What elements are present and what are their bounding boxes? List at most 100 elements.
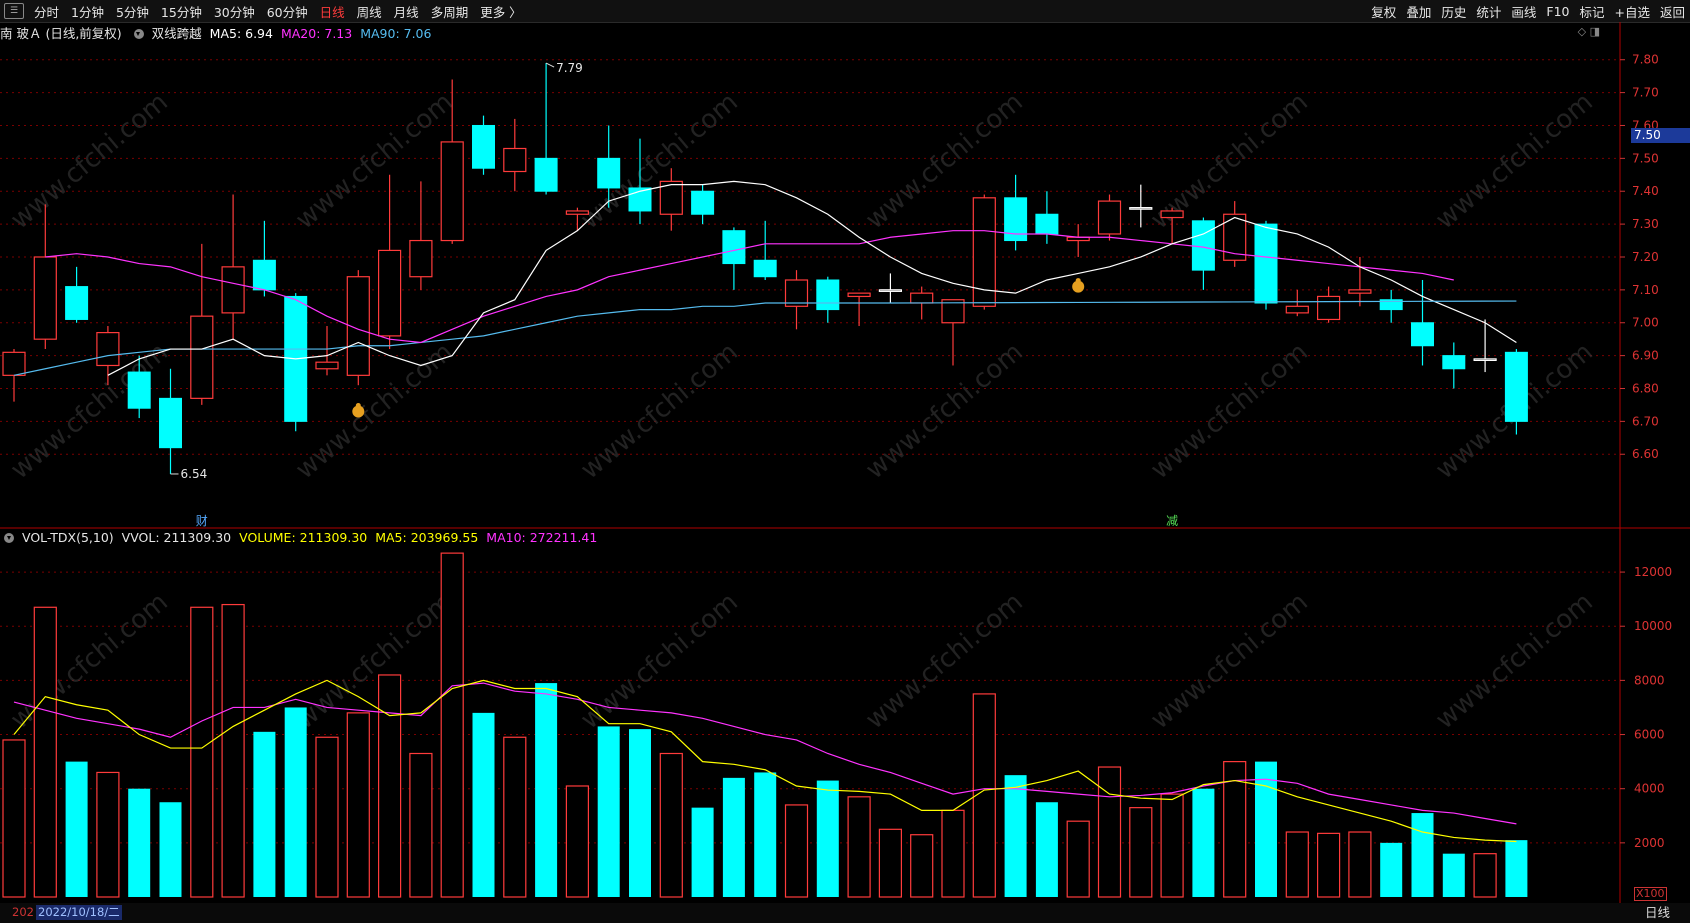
volume-bar <box>847 796 871 898</box>
candle <box>472 115 495 175</box>
vol-indicator-name[interactable]: VOL-TDX(5,10) <box>21 530 114 545</box>
candle-body <box>722 230 746 265</box>
volume-bar <box>33 606 57 898</box>
tool-button-6[interactable]: 标记 <box>1579 4 1605 20</box>
vol-ma5-value: MA5: 203969.55 <box>375 530 479 545</box>
volume-value: VOLUME: 211309.30 <box>239 530 368 545</box>
volume-info-line: VOL-TDX(5,10) VVOL: 211309.30 VOLUME: 21… <box>0 530 601 546</box>
volume-tick-label: 2000 <box>1634 836 1665 850</box>
high-marker-label: 7.79 <box>556 61 583 75</box>
candle <box>1504 349 1528 435</box>
menu-icon[interactable]: ☰ <box>4 3 24 19</box>
watermark-text: www.cfchi.com <box>5 87 174 235</box>
watermark-text: www.cfchi.com <box>1430 87 1599 235</box>
volume-bar <box>1192 788 1215 897</box>
dropdown-icon[interactable] <box>133 29 144 39</box>
candle <box>847 292 871 327</box>
period-tab-1[interactable]: 1分钟 <box>71 4 104 20</box>
tool-button-0[interactable]: 复权 <box>1371 4 1397 20</box>
candle <box>1348 256 1372 307</box>
current-price-tag: 7.50 <box>1631 128 1690 143</box>
dropdown-icon[interactable] <box>4 533 14 543</box>
candle <box>534 63 558 195</box>
vol-ma10-line <box>13 682 1517 825</box>
volume-bar <box>1035 802 1058 897</box>
candle-body <box>472 124 495 169</box>
watermark-text: www.cfchi.com <box>290 87 459 235</box>
period-tab-6[interactable]: 日线 <box>319 4 345 20</box>
tool-button-5[interactable]: F10 <box>1546 3 1570 19</box>
indicator-name[interactable]: 双线跨越 <box>151 26 202 41</box>
candle <box>972 194 996 310</box>
period-tab-4[interactable]: 30分钟 <box>213 4 255 20</box>
candle <box>691 184 715 225</box>
period-label[interactable]: 日线 <box>1644 905 1670 920</box>
candle <box>722 227 746 290</box>
period-tab-10[interactable]: 更多 〉 <box>480 4 522 20</box>
volume-bar <box>972 693 996 898</box>
ma5-line <box>107 180 1517 376</box>
price-info-line: 南 玻Ａ (日线,前复权) 双线跨越 MA5: 6.94 MA20: 7.13 … <box>0 23 435 41</box>
period-tab-7[interactable]: 周线 <box>356 4 382 20</box>
finance-mark: 财 <box>196 514 208 528</box>
volume-bar <box>535 683 558 897</box>
volume-bar <box>1255 761 1277 897</box>
volume-bar <box>1442 853 1465 897</box>
period-tab-2[interactable]: 5分钟 <box>115 4 149 20</box>
tool-button-3[interactable]: 统计 <box>1476 4 1502 20</box>
candle-body <box>1473 358 1497 362</box>
volume-bar <box>1505 840 1528 897</box>
candle <box>659 168 683 231</box>
tool-button-2[interactable]: 历史 <box>1441 4 1467 20</box>
candle <box>1223 201 1247 267</box>
candle-body <box>1223 213 1247 261</box>
volume-bar <box>1380 842 1403 897</box>
diamond-icon[interactable]: ◇ <box>1577 25 1587 38</box>
price-tick-label: 6.90 <box>1632 349 1659 363</box>
watermark-text: www.cfchi.com <box>1145 337 1314 485</box>
tool-button-7[interactable]: +自选 <box>1614 4 1650 20</box>
candle-body <box>1348 289 1372 294</box>
candle <box>1285 289 1309 317</box>
volume-bar <box>378 674 402 898</box>
candle-body <box>1097 200 1122 235</box>
volume-bar <box>1097 766 1122 898</box>
volume-bar <box>1285 831 1309 898</box>
candle <box>1066 224 1090 257</box>
volume-bar <box>346 712 370 898</box>
candle <box>315 326 339 376</box>
watermark-text: www.cfchi.com <box>860 337 1029 485</box>
volume-bar <box>128 788 151 897</box>
price-tick-label: 6.70 <box>1632 414 1659 428</box>
volume-bar <box>159 802 182 897</box>
price-tick-label: 7.10 <box>1632 283 1659 297</box>
volume-bar <box>629 729 651 897</box>
tool-buttons: 复权 叠加 历史 统计 画线 F10 标记 +自选 返回 <box>1366 0 1690 22</box>
candle <box>597 125 621 208</box>
tool-button-8[interactable]: 返回 <box>1659 4 1685 20</box>
candle-body <box>33 256 57 340</box>
volume-bar <box>816 780 839 897</box>
period-tab-5[interactable]: 60分钟 <box>266 4 308 20</box>
candle <box>941 299 965 366</box>
candle <box>378 174 402 350</box>
candle-body <box>565 210 590 215</box>
watermark-text: www.cfchi.com <box>860 87 1029 235</box>
tool-button-1[interactable]: 叠加 <box>1406 4 1432 20</box>
volume-bar <box>503 736 527 898</box>
volume-bar <box>2 739 26 898</box>
candle <box>784 270 809 330</box>
period-tab-9[interactable]: 多周期 <box>430 4 469 20</box>
period-tab-8[interactable]: 月线 <box>393 4 419 20</box>
volume-tick-label: 8000 <box>1634 673 1665 687</box>
volume-tick-label: 10000 <box>1634 619 1672 633</box>
window-icon[interactable]: ◨ <box>1589 25 1600 38</box>
period-tab-0[interactable]: 分时 <box>34 4 60 20</box>
period-tab-3[interactable]: 15分钟 <box>160 4 202 20</box>
candle-body <box>378 249 402 337</box>
volume-bar <box>253 731 276 897</box>
watermark-text: www.cfchi.com <box>290 337 459 485</box>
tool-button-4[interactable]: 画线 <box>1511 4 1537 20</box>
reduce-mark: 减 <box>1166 514 1178 528</box>
